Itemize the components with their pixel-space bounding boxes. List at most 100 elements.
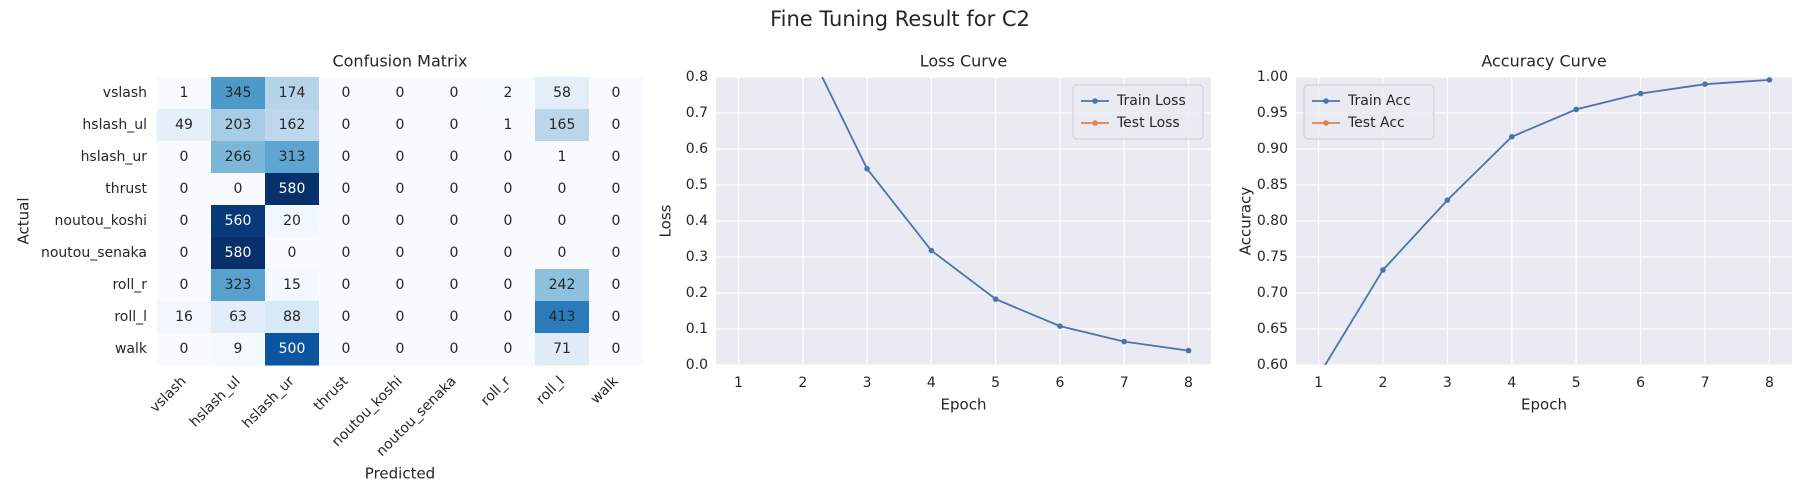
cell-label: 165 xyxy=(549,117,576,133)
legend-marker xyxy=(1092,120,1098,126)
cell-label: 242 xyxy=(549,277,576,293)
heatmap-cell xyxy=(319,109,374,142)
heatmap-cell xyxy=(535,237,590,270)
cell-label: 0 xyxy=(396,309,405,325)
cell-label: 0 xyxy=(342,117,351,133)
heatmap-cell xyxy=(481,301,536,334)
y-tick-label: walk xyxy=(115,341,148,357)
heatmap-cell xyxy=(157,109,212,142)
x-tick-label: 2 xyxy=(798,375,807,391)
cell-label: 0 xyxy=(342,341,351,357)
cell-label: 0 xyxy=(396,341,405,357)
heatmap-cell xyxy=(157,77,212,110)
heatmap-cell xyxy=(427,333,482,366)
x-tick-label: roll_r xyxy=(478,373,514,409)
cell-label: 560 xyxy=(225,213,252,229)
heatmap-cell xyxy=(427,141,482,174)
heatmap-cell xyxy=(211,301,266,334)
x-axis-label: Epoch xyxy=(941,396,987,414)
y-tick-label: 0.5 xyxy=(686,177,708,193)
y-tick-label: 0.6 xyxy=(686,141,708,157)
cell-label: 0 xyxy=(342,85,351,101)
cell-label: 0 xyxy=(450,341,459,357)
line xyxy=(821,77,1189,352)
heatmap-cell xyxy=(481,333,536,366)
heatmap-cell xyxy=(157,173,212,206)
heatmap-cell xyxy=(373,333,428,366)
cell-label: 0 xyxy=(612,341,621,357)
cell-label: 0 xyxy=(180,181,189,197)
cell-label: 174 xyxy=(279,85,306,101)
heatmap-cell xyxy=(265,77,320,110)
heatmap-cell xyxy=(589,237,644,270)
cell-label: 0 xyxy=(612,117,621,133)
cell-label: 0 xyxy=(342,277,351,293)
heatmap-cell xyxy=(427,109,482,142)
heatmap-cell xyxy=(157,333,212,366)
heatmap-cell xyxy=(211,333,266,366)
cell-label: 0 xyxy=(558,213,567,229)
heatmap-cell xyxy=(319,301,374,334)
cell-label: 313 xyxy=(279,149,306,165)
cell-label: 0 xyxy=(450,181,459,197)
cell-label: 500 xyxy=(279,341,306,357)
cell-label: 0 xyxy=(342,149,351,165)
cell-label: 0 xyxy=(612,245,621,261)
heatmap-cell xyxy=(481,173,536,206)
y-tick-label: noutou_koshi xyxy=(55,213,147,229)
heatmap-cell xyxy=(211,77,266,110)
heatmap-cell xyxy=(265,173,320,206)
cell-label: 0 xyxy=(504,213,513,229)
cell-label: 0 xyxy=(180,213,189,229)
heatmap-cell xyxy=(481,141,536,174)
cell-label: 0 xyxy=(558,245,567,261)
cell-label: 63 xyxy=(229,309,247,325)
cell-label: 0 xyxy=(450,213,459,229)
x-tick-label: walk xyxy=(588,373,623,408)
marker xyxy=(1573,106,1580,113)
cell-label: 0 xyxy=(612,277,621,293)
heatmap-cell xyxy=(589,109,644,142)
y-axis-label: Accuracy xyxy=(1237,187,1255,256)
marker xyxy=(864,166,870,172)
x-tick-label: hslash_ur xyxy=(239,373,297,431)
marker xyxy=(1057,323,1063,329)
x-tick-label: 4 xyxy=(927,375,936,391)
heatmap-cell xyxy=(589,141,644,174)
cell-label: 0 xyxy=(180,277,189,293)
y-tick-label: 0.4 xyxy=(686,213,708,229)
heatmap-cell xyxy=(481,109,536,142)
y-tick-label: 0.85 xyxy=(1257,177,1288,193)
cell-label: 0 xyxy=(288,245,297,261)
heatmap-cell xyxy=(535,109,590,142)
y-tick-label: 0.80 xyxy=(1257,213,1288,229)
cell-label: 413 xyxy=(549,309,576,325)
marker xyxy=(1766,77,1773,83)
chart-title: Loss Curve xyxy=(920,52,1007,71)
x-axis-label: Predicted xyxy=(365,465,435,483)
cell-label: 0 xyxy=(342,245,351,261)
heatmap-cell xyxy=(211,109,266,142)
y-tick-label: 0.65 xyxy=(1257,321,1288,337)
heatmap-cell xyxy=(265,237,320,270)
cell-label: 0 xyxy=(396,181,405,197)
legend-box xyxy=(1072,84,1204,140)
heatmap-cell xyxy=(535,141,590,174)
heatmap-cell xyxy=(535,173,590,206)
heatmap-cell xyxy=(265,301,320,334)
x-tick-label: 3 xyxy=(1443,375,1452,391)
y-tick-label: 0.95 xyxy=(1257,105,1288,121)
marker xyxy=(1185,347,1192,354)
cell-label: 0 xyxy=(612,149,621,165)
x-tick-label: 5 xyxy=(1572,375,1581,391)
cell-label: 203 xyxy=(225,117,252,133)
cell-label: 0 xyxy=(450,85,459,101)
marker xyxy=(1444,197,1451,203)
y-tick-label: 0.7 xyxy=(686,105,708,121)
heatmap-cell xyxy=(319,237,374,270)
heatmap-cell xyxy=(157,269,212,302)
heatmap-cell xyxy=(373,141,428,174)
x-axis-label: Epoch xyxy=(1521,396,1567,414)
cell-label: 0 xyxy=(180,149,189,165)
heatmap-cell xyxy=(157,205,212,238)
